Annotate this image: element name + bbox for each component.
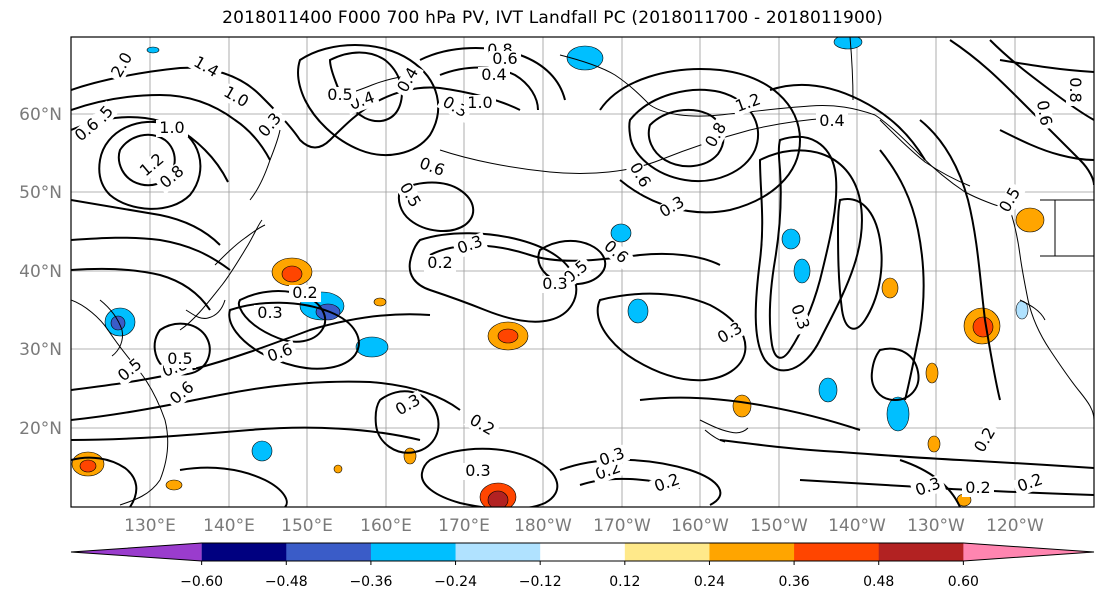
map-frame xyxy=(70,36,1095,508)
ivt-pc-region xyxy=(403,447,417,465)
ivt-pc-region xyxy=(925,362,939,384)
map-title: 2018011400 F000 700 hPa PV, IVT Landfall… xyxy=(222,8,883,28)
lon-label: 160°E xyxy=(360,516,412,536)
colorbar-tick-label: −0.12 xyxy=(519,574,562,590)
ivt-pc-region xyxy=(927,435,941,453)
colorbar-swatch xyxy=(455,543,541,561)
ivt-pc-region xyxy=(886,396,910,432)
colorbar-tick-label: 0.12 xyxy=(609,574,640,590)
lat-label: 60°N xyxy=(19,105,62,125)
lat-label: 40°N xyxy=(19,262,62,282)
contour-label: 1.0 xyxy=(467,93,492,112)
contour-label: 0.6 xyxy=(492,49,517,68)
ivt-pc-region xyxy=(972,316,994,338)
colorbar-tick-label: 0.60 xyxy=(948,574,979,590)
ivt-pc-region xyxy=(627,298,649,324)
ivt-pc-region xyxy=(487,490,509,507)
contour-label: 0.3 xyxy=(257,303,282,322)
lon-label: 170°E xyxy=(438,516,490,536)
ivt-pc-region xyxy=(355,336,389,358)
ivt-pc-region xyxy=(793,258,811,284)
ivt-pc-region xyxy=(610,223,632,243)
colorbar-swatch xyxy=(201,543,287,561)
contour-label: 0.2 xyxy=(292,283,317,302)
contour-label: 0.4 xyxy=(819,111,844,130)
contour-labels: 2.0 1.41.00.50.6 1.01.20.80.30.40.5 0.30.40… xyxy=(69,40,1085,501)
ivt-pc-region xyxy=(333,464,343,474)
ivt-pc-region xyxy=(732,394,752,418)
colorbar-tick-label: −0.48 xyxy=(265,574,308,590)
ivt-pc-region xyxy=(373,297,387,307)
ivt-pc-region xyxy=(818,377,838,403)
lat-label: 20°N xyxy=(19,419,62,439)
lon-label: 150°E xyxy=(281,516,333,536)
colorbar-tick-label: −0.60 xyxy=(180,574,223,590)
colorbar: −0.60 −0.48 −0.36 −0.24 −0.12 0.12 0.24 0.36 0.4… xyxy=(70,542,1095,590)
lon-label: 180°W xyxy=(514,516,572,536)
coastlines xyxy=(71,37,1094,506)
lat-label: 50°N xyxy=(19,183,62,203)
colorbar-tick-label: 0.48 xyxy=(863,574,894,590)
colorbar-tick-label: −0.24 xyxy=(434,574,477,590)
contour-label: 1.0 xyxy=(159,118,184,137)
colorbar-swatch xyxy=(370,543,457,561)
ivt-pc-region xyxy=(566,45,604,71)
contour-label: 0.3 xyxy=(465,461,490,480)
ivt-pc-region xyxy=(146,46,160,54)
contour-label: 0.8 xyxy=(1066,77,1085,102)
ivt-pc-region xyxy=(110,315,126,331)
lon-label: 140°E xyxy=(203,516,255,536)
colorbar-swatch xyxy=(709,543,795,561)
colorbar-swatch xyxy=(963,543,1094,561)
contour-label: 0.2 xyxy=(965,478,990,497)
colorbar-tick-label: −0.36 xyxy=(349,574,392,590)
colorbar-swatch xyxy=(540,543,626,561)
ivt-pc-region xyxy=(833,37,863,50)
contour-label: 0.5 xyxy=(327,85,352,104)
lon-label: 130°W xyxy=(907,516,965,536)
lon-label: 170°W xyxy=(593,516,651,536)
lon-label: 140°W xyxy=(828,516,886,536)
lat-label: 30°N xyxy=(19,340,62,360)
longitude-labels: 130°E 140°E 150°E 160°E 170°E 180°W 170°W 160°W… xyxy=(124,516,1044,536)
lon-label: 130°E xyxy=(124,516,176,536)
contour-label: 0.4 xyxy=(481,65,506,84)
colorbar-tick-label: 0.24 xyxy=(694,574,725,590)
colorbar-swatch xyxy=(286,543,372,561)
lon-label: 160°W xyxy=(671,516,729,536)
lon-label: 120°W xyxy=(986,516,1044,536)
ivt-pc-region xyxy=(79,459,97,473)
ivt-pc-region xyxy=(881,277,899,299)
colorbar-tick-label: 0.36 xyxy=(779,574,810,590)
ivt-pc-region xyxy=(781,228,801,250)
lon-label: 150°W xyxy=(750,516,808,536)
colorbar-swatch xyxy=(878,543,964,561)
ivt-pc-region xyxy=(251,440,273,462)
ivt-pc-region xyxy=(165,479,183,491)
ivt-pc-region xyxy=(1015,207,1045,233)
colorbar-swatch xyxy=(794,543,880,561)
ivt-pc-region xyxy=(497,328,519,344)
colorbar-swatch xyxy=(71,543,202,561)
ivt-pc-region xyxy=(281,265,303,283)
contour-label: 0.6 xyxy=(1033,99,1056,127)
latitude-labels: 60°N 50°N 40°N 30°N 20°N xyxy=(19,105,62,439)
contour-label: 0.2 xyxy=(427,253,452,272)
contour-label: 0.5 xyxy=(167,349,192,368)
colorbar-swatch xyxy=(624,543,710,561)
contour-label: 0.3 xyxy=(542,274,567,293)
